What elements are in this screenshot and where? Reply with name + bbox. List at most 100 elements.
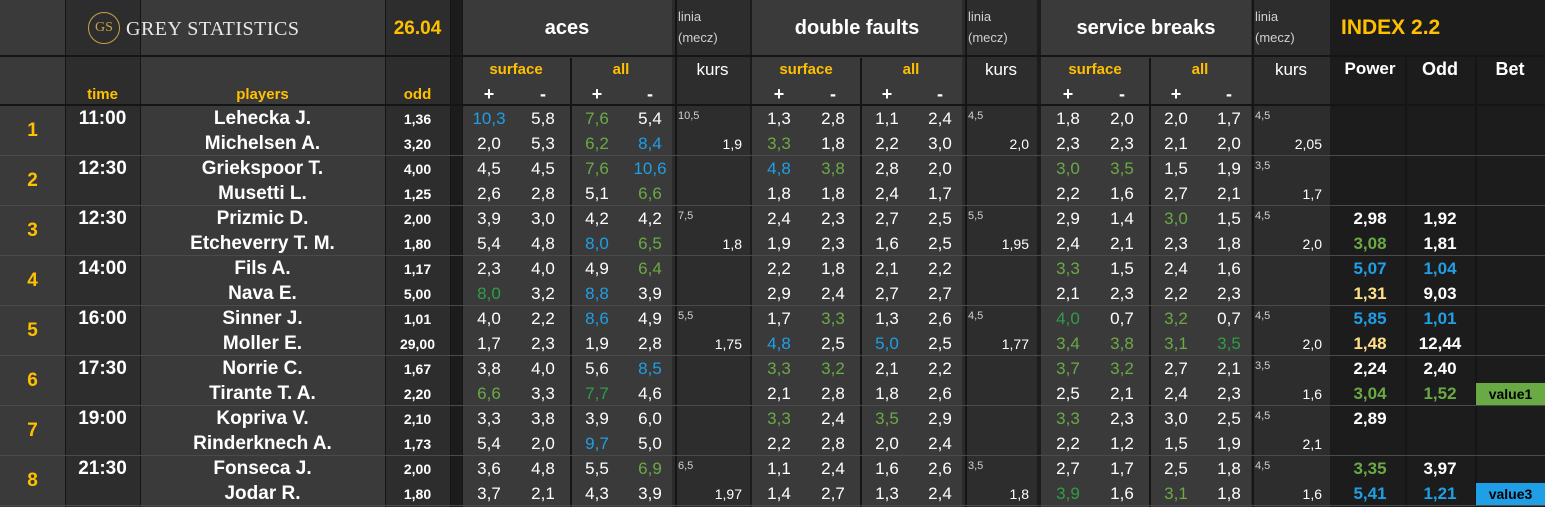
stat-cell-aces: 2,0 — [477, 134, 501, 153]
stat-cell-df: 2,4 — [928, 484, 952, 503]
match-number: 7 — [27, 420, 38, 441]
player-odd: 2,10 — [403, 411, 432, 427]
stat-cell-df: 2,7 — [875, 209, 899, 228]
stat-cell-aces: 2,0 — [531, 434, 555, 453]
vline-main-0 — [65, 0, 66, 507]
stat-cell-aces: 4,2 — [638, 209, 662, 228]
stat-cell-sb: 3,8 — [1110, 334, 1134, 353]
player-odd: 1,01 — [403, 311, 432, 327]
match-separator-2 — [0, 205, 1545, 206]
stat-cell-aces: 4,9 — [638, 309, 662, 328]
index-spacer — [1330, 0, 1335, 507]
stat-cell-sb: 1,5 — [1164, 434, 1188, 453]
line-value: 4,5 — [1255, 210, 1271, 222]
stat-cell-aces: 2,3 — [477, 259, 501, 278]
player-odd: 2,20 — [403, 386, 432, 402]
stat-cell-df: 2,2 — [928, 259, 952, 278]
player-odd: 1,80 — [403, 236, 432, 252]
line-value: 4,5 — [1255, 460, 1271, 472]
logo-text: GREY STATISTICS — [126, 17, 300, 40]
stat-cell-sb: 2,2 — [1056, 184, 1080, 203]
stat-cell-aces: 8,8 — [585, 284, 609, 303]
vline-surface-all-1 — [570, 58, 572, 507]
stat-cell-df: 2,5 — [928, 334, 952, 353]
stat-cell-aces: 3,3 — [477, 409, 501, 428]
stat-cell-sb: 1,9 — [1217, 159, 1241, 178]
stat-cell-sb: 3,0 — [1056, 159, 1080, 178]
kurs-value: 2,0 — [1302, 336, 1322, 352]
group-mecz-label-3: (mecz) — [1255, 30, 1295, 45]
stat-cell-df: 2,6 — [928, 384, 952, 403]
stat-cell-sb: 1,9 — [1217, 434, 1241, 453]
stat-cell-sb: 2,7 — [1164, 184, 1188, 203]
player-odd: 1,80 — [403, 486, 432, 502]
group-linia-label-1: linia — [678, 9, 702, 24]
all-header-1: all — [612, 60, 630, 78]
stat-cell-sb: 1,4 — [1110, 209, 1134, 228]
match-separator-7 — [0, 455, 1545, 456]
bet-value-badge[interactable]: value1 — [1476, 383, 1545, 405]
pm-header-3-2: - — [1119, 83, 1125, 104]
kurs-header-2: kurs — [984, 60, 1018, 79]
stat-cell-sb: 3,3 — [1056, 259, 1080, 278]
kurs-header-3: kurs — [1274, 60, 1308, 79]
stat-cell-aces: 4,0 — [477, 309, 501, 328]
player-name: Fils A. — [234, 258, 291, 279]
stat-cell-df: 3,3 — [767, 409, 791, 428]
power-value: 5,41 — [1353, 484, 1387, 503]
match-number: 4 — [27, 270, 38, 291]
stat-cell-sb: 1,8 — [1217, 484, 1241, 503]
odd2-value: 1,81 — [1423, 234, 1457, 253]
kurs-value: 1,97 — [714, 486, 742, 502]
stat-cell-sb: 3,3 — [1056, 409, 1080, 428]
stat-cell-aces: 2,6 — [477, 184, 501, 203]
stat-cell-sb: 2,2 — [1164, 284, 1188, 303]
stat-cell-sb: 1,7 — [1110, 459, 1134, 478]
stat-cell-aces: 4,3 — [585, 484, 609, 503]
player-odd: 3,20 — [403, 136, 432, 152]
odd2-value: 1,92 — [1423, 209, 1457, 228]
match-number: 8 — [27, 470, 38, 491]
odd2-value: 1,21 — [1423, 484, 1457, 503]
line-value: 4,5 — [1255, 410, 1271, 422]
stat-cell-sb: 0,7 — [1217, 309, 1241, 328]
vline-index-1 — [1475, 55, 1477, 507]
stat-cell-df: 1,8 — [821, 134, 845, 153]
stat-cell-df: 4,8 — [767, 334, 791, 353]
stat-cell-sb: 2,9 — [1056, 209, 1080, 228]
surface-header-1: surface — [489, 60, 543, 78]
stat-cell-sb: 3,0 — [1164, 209, 1188, 228]
pm-header-1-1: + — [483, 83, 495, 104]
stat-cell-aces: 5,3 — [531, 134, 555, 153]
stat-cell-aces: 2,1 — [531, 484, 555, 503]
odd2-value: 1,04 — [1423, 259, 1457, 278]
stat-cell-aces: 6,9 — [638, 459, 662, 478]
power-value: 1,48 — [1353, 334, 1387, 353]
bet-header: Bet — [1495, 58, 1525, 79]
power-value: 5,07 — [1353, 259, 1387, 278]
match-separator-5 — [0, 355, 1545, 356]
stat-cell-df: 2,0 — [928, 159, 952, 178]
kurs-value: 2,1 — [1302, 436, 1322, 452]
stat-cell-sb: 2,3 — [1217, 384, 1241, 403]
stat-cell-sb: 2,5 — [1217, 409, 1241, 428]
stat-cell-aces: 6,6 — [638, 184, 662, 203]
stat-cell-sb: 3,9 — [1056, 484, 1080, 503]
stat-cell-aces: 3,8 — [477, 359, 501, 378]
stat-cell-sb: 1,6 — [1110, 184, 1134, 203]
stat-cell-df: 2,5 — [928, 209, 952, 228]
surface-header-2: surface — [779, 60, 833, 78]
player-name: Lehecka J. — [213, 108, 312, 129]
stat-cell-df: 2,4 — [928, 434, 952, 453]
stat-cell-aces: 4,8 — [531, 459, 555, 478]
stat-cell-aces: 1,7 — [477, 334, 501, 353]
stat-cell-aces: 3,0 — [531, 209, 555, 228]
vline-surface-all-3 — [1149, 58, 1151, 507]
spacer-bg — [450, 0, 462, 507]
power-column-bg — [1335, 0, 1405, 507]
bet-value-badge[interactable]: value3 — [1476, 483, 1545, 505]
player-name: Prizmic D. — [216, 208, 309, 229]
player-name: Tirante T. A. — [209, 383, 316, 404]
player-odd: 29,00 — [399, 336, 436, 352]
pm-header-2-4: - — [937, 83, 943, 104]
